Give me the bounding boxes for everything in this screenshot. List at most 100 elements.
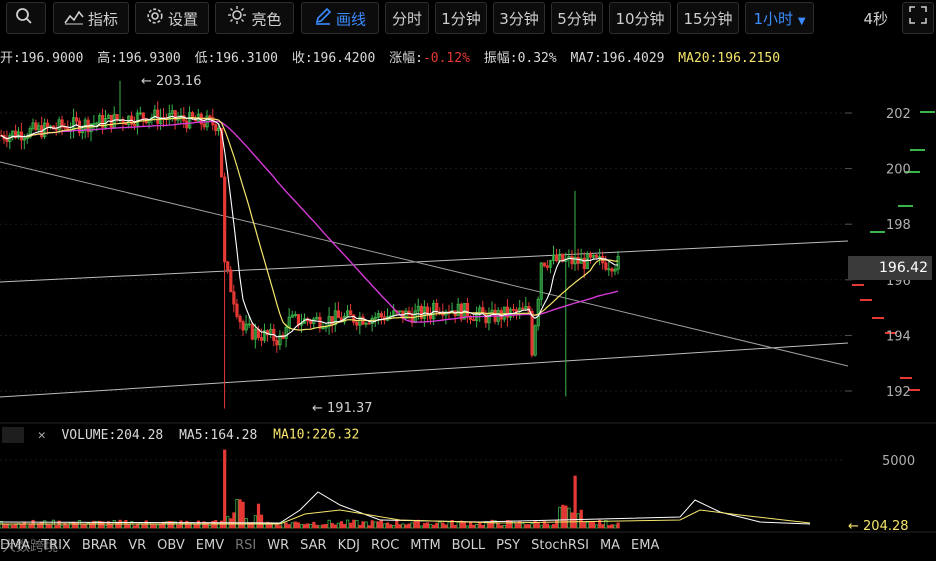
volume-bar — [444, 524, 448, 529]
volume-bar — [0, 521, 3, 529]
volume-bar — [138, 522, 142, 529]
axis-label-202: 202 — [886, 107, 911, 122]
theme-toggle-button[interactable]: 亮色 — [215, 2, 294, 34]
volume-value: VOLUME:204.28 — [61, 427, 164, 443]
candle-body — [321, 327, 325, 330]
candle-body — [219, 127, 224, 178]
period-dropdown[interactable]: 1小时 ▼ — [745, 2, 814, 34]
indicator-tab-psy[interactable]: PSY — [496, 538, 521, 553]
indicator-tab-kdj[interactable]: KDJ — [337, 538, 360, 553]
volume-collapse-icon[interactable] — [2, 427, 24, 443]
volume-bar — [432, 524, 436, 529]
low-value: 低:196.3100 — [194, 51, 279, 66]
indicator-tab-mtm[interactable]: MTM — [410, 538, 441, 553]
volume-bar — [130, 521, 134, 529]
indicator-tab-obv[interactable]: OBV — [157, 538, 185, 553]
indicator-tab-stochrsi[interactable]: StochRSI — [531, 538, 589, 553]
volume-bar — [275, 523, 279, 529]
volume-bar — [256, 503, 261, 529]
volume-bar — [135, 523, 140, 529]
candle-body — [484, 312, 488, 324]
candle-body — [75, 117, 79, 122]
volume-bar — [336, 522, 341, 529]
volume-bar — [127, 524, 131, 529]
volume-bar — [324, 523, 328, 529]
volume-bar — [539, 524, 543, 529]
indicator-tab-vr[interactable]: VR — [128, 538, 147, 553]
volume-bar — [60, 525, 64, 529]
volume-bar — [613, 524, 617, 529]
volume-bar — [235, 499, 239, 529]
volume-bar — [287, 524, 291, 529]
draw-line-button[interactable]: 画线 — [301, 2, 379, 34]
volume-bar — [253, 515, 258, 529]
candle-body — [607, 268, 611, 271]
period-tab-3[interactable]: 5分钟 — [551, 2, 603, 34]
indicator-tab-ema[interactable]: EMA — [631, 538, 660, 553]
volume-bar — [46, 524, 50, 529]
volume-bar — [318, 525, 322, 529]
candle-body — [561, 253, 565, 262]
volume-close-icon[interactable]: ✕ — [37, 427, 46, 443]
volume-bar — [385, 522, 390, 529]
candle-body — [613, 268, 617, 272]
volume-bar — [293, 521, 297, 529]
volume-bar — [321, 524, 325, 529]
indicators-button[interactable]: 指标 — [53, 2, 129, 34]
volume-bar — [364, 521, 368, 529]
period-tab-2[interactable]: 3分钟 — [493, 2, 545, 34]
candle-body — [141, 112, 145, 119]
candle-body — [530, 310, 534, 356]
volume-bar — [422, 523, 427, 529]
volume-bar — [487, 522, 491, 529]
indicator-tab-boll[interactable]: BOLL — [451, 538, 486, 553]
period-tab-0[interactable]: 分时 — [385, 2, 429, 34]
fullscreen-button[interactable] — [902, 2, 934, 34]
candle-body — [539, 262, 543, 300]
volume-bar — [95, 521, 99, 529]
candle-body — [11, 130, 15, 136]
candle-body — [95, 122, 99, 125]
sun-icon — [227, 4, 247, 36]
indicator-tab-ma[interactable]: MA — [599, 538, 621, 553]
period-tab-5[interactable]: 15分钟 — [677, 2, 739, 34]
search-button[interactable] — [6, 2, 46, 34]
candle-body — [616, 255, 620, 270]
period-tab-1[interactable]: 1分钟 — [435, 2, 487, 34]
volume-bar — [115, 521, 119, 529]
indicator-tab-roc[interactable]: ROC — [370, 538, 400, 553]
indicator-tab-rsi[interactable]: RSI — [235, 538, 257, 553]
candle-body — [170, 110, 174, 115]
volume-bar — [266, 521, 270, 529]
candle-body — [60, 119, 64, 128]
indicator-tab-brar[interactable]: BRAR — [81, 538, 118, 553]
axis-label-194: 194 — [886, 329, 911, 344]
candle-body — [83, 119, 87, 130]
indicator-tab-dma[interactable]: DMA — [0, 538, 31, 553]
volume-bar — [404, 524, 408, 529]
period-tab-4[interactable]: 10分钟 — [609, 2, 671, 34]
volume-bar — [416, 519, 420, 529]
volume-bar — [147, 522, 151, 529]
candle-body — [232, 291, 236, 305]
volume-bar — [176, 524, 180, 529]
candle-body — [376, 313, 380, 318]
candle-body — [465, 303, 470, 318]
indicator-tab-sar[interactable]: SAR — [300, 538, 327, 553]
volume-ma5-line — [0, 491, 811, 525]
candle-body — [278, 334, 282, 346]
candle-body — [185, 120, 189, 129]
settings-button[interactable]: 设置 — [135, 2, 209, 34]
candle-body — [515, 309, 519, 313]
indicator-tab-trix[interactable]: TRIX — [41, 538, 71, 553]
indicator-tab-wr[interactable]: WR — [267, 538, 290, 553]
candle-body — [241, 321, 245, 331]
volume-bar — [419, 525, 424, 529]
indicator-tab-emv[interactable]: EMV — [195, 538, 225, 553]
candle-body — [235, 303, 239, 317]
candle-body — [542, 262, 546, 267]
candle-body — [72, 117, 76, 131]
volume-bar — [536, 521, 540, 529]
volume-bar — [555, 520, 559, 529]
